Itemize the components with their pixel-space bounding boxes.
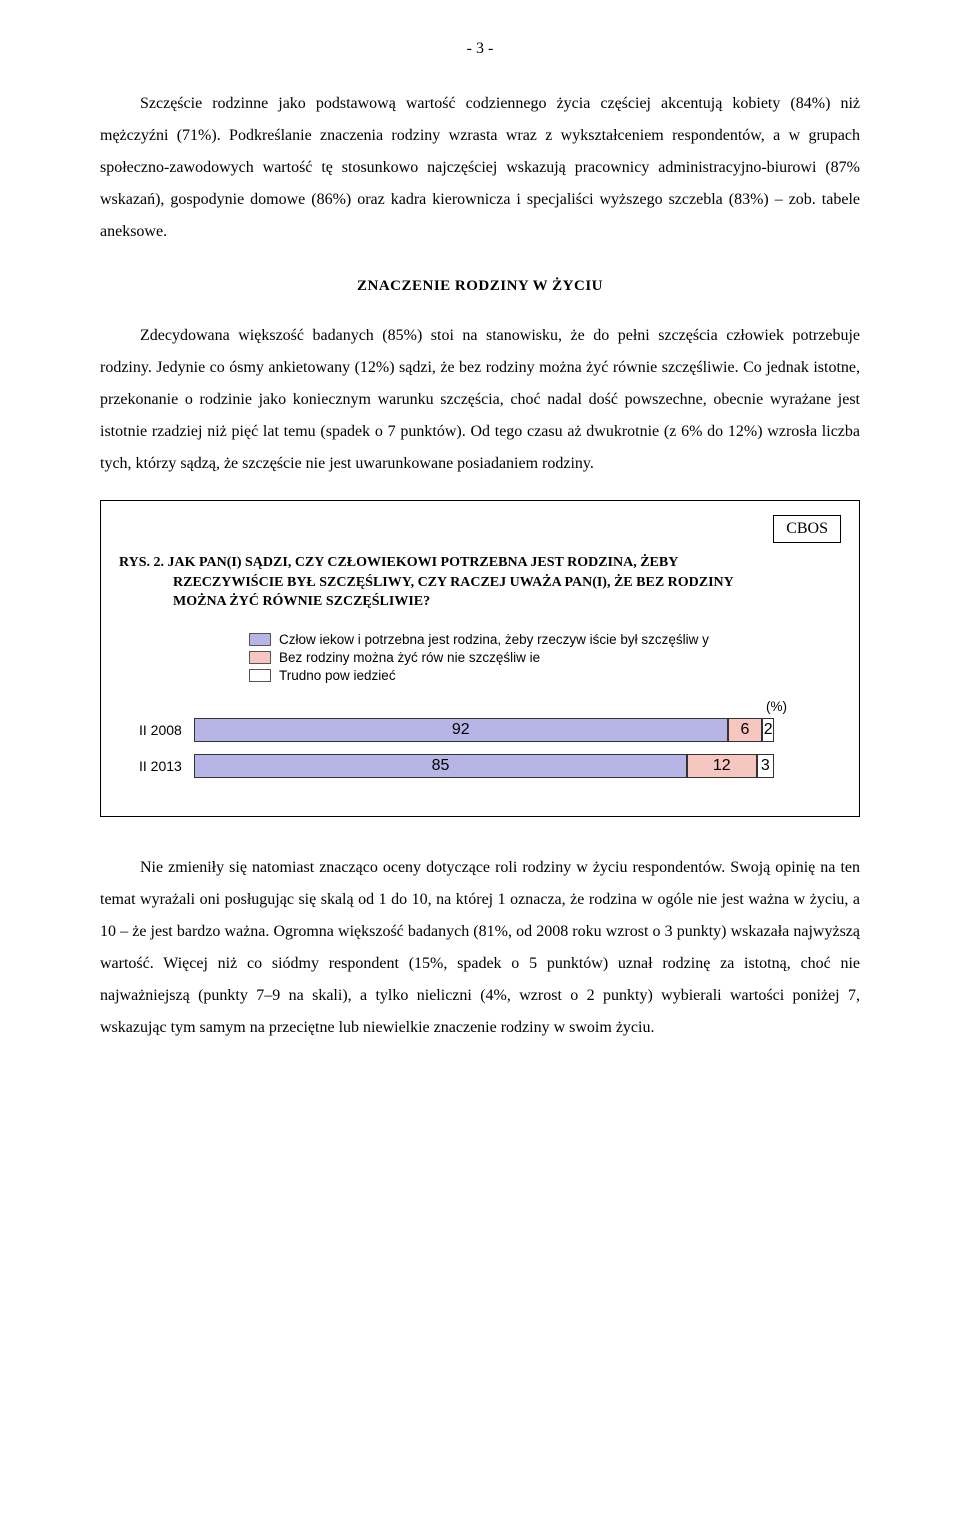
legend-swatch bbox=[249, 651, 271, 664]
bar-segment: 6 bbox=[728, 718, 763, 742]
chart-legend: Człow iekow i potrzebna jest rodzina, że… bbox=[249, 632, 841, 683]
chart-title-line1: JAK PAN(I) SĄDZI, CZY CZŁOWIEKOWI POTRZE… bbox=[168, 555, 679, 570]
bar-segment: 85 bbox=[194, 754, 687, 778]
chart-container: CBOS RYS. 2. JAK PAN(I) SĄDZI, CZY CZŁOW… bbox=[100, 500, 860, 817]
chart-title: RYS. 2. JAK PAN(I) SĄDZI, CZY CZŁOWIEKOW… bbox=[119, 553, 841, 612]
bar-track: 85123 bbox=[194, 754, 774, 778]
bar-segment: 12 bbox=[687, 754, 757, 778]
legend-label: Trudno pow iedzieć bbox=[279, 668, 396, 683]
bar-row: II 201385123 bbox=[139, 754, 841, 778]
bar-track: 9262 bbox=[194, 718, 774, 742]
page-number: - 3 - bbox=[100, 40, 860, 58]
figure-label: RYS. 2. bbox=[119, 555, 164, 570]
section-heading: ZNACZENIE RODZINY W ŻYCIU bbox=[100, 278, 860, 295]
paragraph-3: Nie zmieniły się natomiast znacząco ocen… bbox=[100, 852, 860, 1044]
bar-chart: II 20089262II 201385123 bbox=[139, 718, 841, 778]
legend-item: Bez rodziny można żyć rów nie szczęśliw … bbox=[249, 650, 841, 665]
chart-title-line3: MOŻNA ŻYĆ RÓWNIE SZCZĘŚLIWIE? bbox=[119, 592, 841, 612]
percent-label: (%) bbox=[119, 699, 787, 714]
bar-segment: 92 bbox=[194, 718, 728, 742]
bar-segment: 3 bbox=[757, 754, 774, 778]
document-page: - 3 - Szczęście rodzinne jako podstawową… bbox=[0, 0, 960, 1124]
bar-segment: 2 bbox=[762, 718, 774, 742]
paragraph-1: Szczęście rodzinne jako podstawową warto… bbox=[100, 88, 860, 248]
legend-swatch bbox=[249, 633, 271, 646]
bar-row: II 20089262 bbox=[139, 718, 841, 742]
legend-label: Człow iekow i potrzebna jest rodzina, że… bbox=[279, 632, 709, 647]
chart-title-line2: RZECZYWIŚCIE BYŁ SZCZĘŚLIWY, CZY RACZEJ … bbox=[119, 573, 841, 593]
bar-year-label: II 2013 bbox=[139, 758, 194, 774]
legend-swatch bbox=[249, 669, 271, 682]
bar-year-label: II 2008 bbox=[139, 722, 194, 738]
cbos-badge: CBOS bbox=[773, 515, 841, 543]
legend-item: Trudno pow iedzieć bbox=[249, 668, 841, 683]
legend-label: Bez rodziny można żyć rów nie szczęśliw … bbox=[279, 650, 540, 665]
legend-item: Człow iekow i potrzebna jest rodzina, że… bbox=[249, 632, 841, 647]
paragraph-2: Zdecydowana większość badanych (85%) sto… bbox=[100, 320, 860, 480]
